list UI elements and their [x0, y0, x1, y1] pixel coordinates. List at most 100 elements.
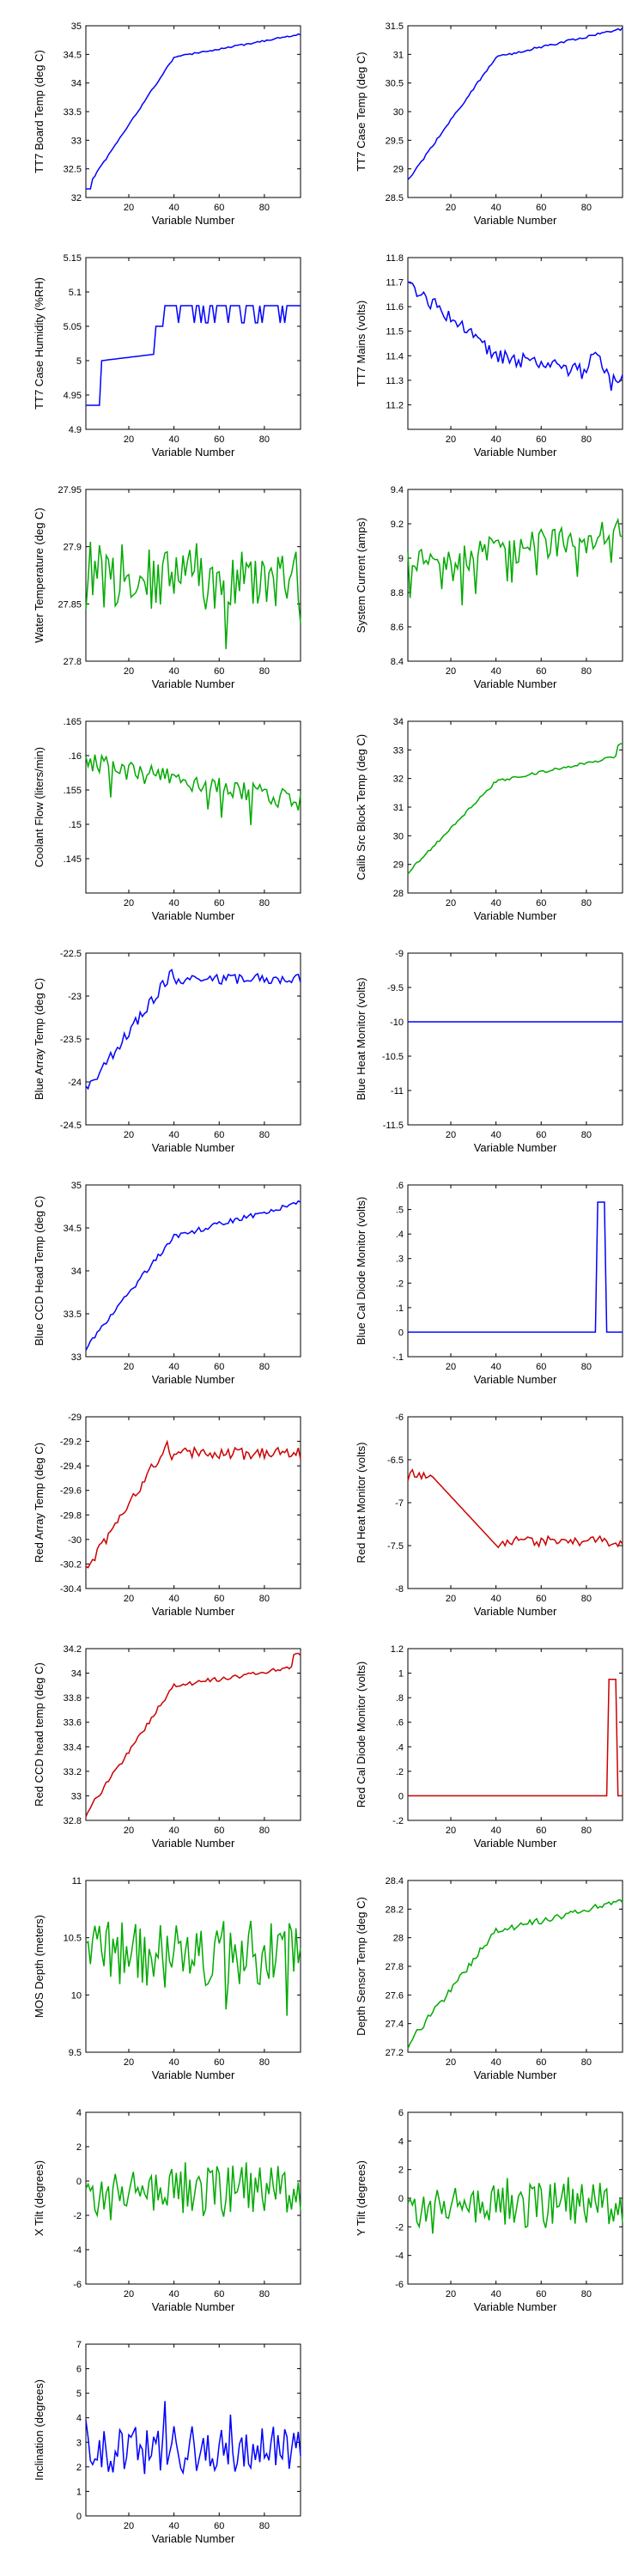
x-tick-label: 20 [446, 434, 456, 445]
x-axis-label: Variable Number [152, 446, 235, 459]
x-axis-label: Variable Number [152, 1141, 235, 1154]
plot-frame [85, 257, 301, 430]
series-line [85, 1652, 301, 1818]
chart-red-heat-monitor: -8 -7.5 -7 -6.5 -6 20 40 60 80 Variable Number Red… [355, 1413, 623, 1618]
y-tick-label: 0 [76, 2177, 82, 2187]
x-tick-label: 60 [214, 2289, 224, 2300]
y-tick-label: .2 [396, 1767, 404, 1777]
chart-panel-blue-heat-monitor: -11.5 -11 -10.5 -10 -9.5 -9 20 40 60 80 Variable N… [322, 927, 644, 1159]
y-tick-label: 4 [398, 2136, 404, 2147]
y-tick-label: 4 [76, 2414, 82, 2424]
y-tick-label: 33.8 [64, 1693, 82, 1704]
y-axis-label: TT7 Case Humidity (%RH) [33, 277, 46, 410]
series-line [86, 33, 301, 190]
series-line [408, 1678, 623, 1797]
y-tick-label: -.2 [392, 1816, 404, 1826]
x-tick-label: 80 [259, 434, 270, 445]
y-tick-label: .145 [64, 854, 82, 865]
plot-frame [407, 25, 623, 198]
plot-frame [407, 1416, 623, 1589]
plot-frame [85, 1880, 301, 2053]
y-tick-label: 29 [393, 860, 404, 871]
y-tick-label: 29 [393, 165, 404, 175]
y-tick-label: 5 [76, 356, 82, 367]
x-tick-label: 20 [446, 203, 456, 213]
chart-panel-x-tilt: -6 -4 -2 0 2 4 20 40 60 80 Variable Number X Tilt (… [0, 2087, 322, 2318]
x-tick-label: 40 [169, 2521, 179, 2531]
y-tick-label: 33 [71, 1791, 82, 1801]
x-tick-label: 40 [169, 1130, 179, 1140]
y-tick-label: 28 [393, 1934, 404, 1944]
y-tick-label: -22.5 [60, 949, 82, 959]
y-axis-label: TT7 Board Temp (deg C) [33, 50, 46, 173]
x-tick-label: 40 [491, 1594, 501, 1604]
x-tick-label: 20 [446, 666, 456, 677]
x-tick-label: 20 [446, 1362, 456, 1372]
plot-frame [407, 1880, 623, 2053]
x-axis-label: Variable Number [474, 214, 557, 227]
y-tick-label: 33 [71, 136, 82, 146]
x-tick-label: 60 [536, 2057, 546, 2068]
x-tick-label: 40 [169, 434, 179, 445]
y-tick-label: 11.3 [386, 376, 404, 386]
chart-calib-src-block-temp: 28 29 30 31 32 33 34 20 40 60 80 Variable Number Cal… [355, 717, 623, 922]
x-axis-label: Variable Number [474, 1837, 557, 1850]
y-tick-label: 31.5 [386, 21, 404, 32]
series-line [85, 969, 301, 1091]
y-axis-label: System Current (amps) [355, 518, 368, 633]
y-tick-label: 11.2 [386, 400, 404, 410]
y-tick-label: 11.4 [386, 351, 404, 361]
x-tick-label: 60 [536, 2289, 546, 2300]
x-tick-label: 40 [169, 203, 179, 213]
y-axis-label: Red Array Temp (deg C) [33, 1443, 46, 1563]
chart-panel-red-heat-monitor: -8 -7.5 -7 -6.5 -6 20 40 60 80 Variable Number Red… [322, 1391, 644, 1623]
series-line [86, 305, 301, 406]
y-axis-label: MOS Depth (meters) [33, 1915, 46, 2018]
x-tick-label: 20 [446, 898, 456, 908]
y-tick-label: .1 [396, 1303, 404, 1314]
x-tick-label: 20 [446, 1594, 456, 1604]
x-tick-label: 20 [124, 1362, 134, 1372]
y-tick-label: 0 [398, 2194, 404, 2204]
series-line [408, 1201, 623, 1334]
y-tick-label: 11 [72, 1876, 82, 1886]
y-axis-label: TT7 Case Temp (deg C) [355, 52, 368, 171]
y-tick-label: 27.95 [58, 485, 82, 495]
y-tick-label: 30 [393, 107, 404, 118]
y-tick-label: 6 [398, 2108, 404, 2118]
y-tick-label: 32.5 [64, 165, 82, 175]
y-tick-label: -24 [68, 1078, 82, 1088]
x-tick-label: 40 [169, 1826, 179, 1836]
plot-frame [85, 2343, 301, 2517]
chart-panel-calib-src-block-temp: 28 29 30 31 32 33 34 20 40 60 80 Variable Number Cal… [322, 696, 644, 927]
y-tick-label: 2 [398, 2166, 404, 2176]
x-axis-label: Variable Number [474, 909, 557, 922]
y-tick-label: 5 [76, 2389, 82, 2399]
y-tick-label: 34 [71, 1267, 82, 1277]
y-tick-label: 11.8 [386, 253, 404, 264]
x-tick-label: 20 [446, 2289, 456, 2300]
y-tick-label: 8.4 [391, 657, 404, 667]
y-tick-label: -11 [391, 1086, 404, 1097]
series-line [85, 753, 301, 825]
y-tick-label: 35 [71, 21, 82, 32]
y-tick-label: 5.05 [64, 322, 82, 332]
chart-panel-inclination: 0 1 2 3 4 5 6 7 20 40 60 80 Variable Number Inclinati… [0, 2318, 322, 2550]
y-tick-label: 34.5 [64, 50, 82, 60]
x-axis-label: Variable Number [474, 1141, 557, 1154]
plot-frame [85, 1184, 301, 1358]
chart-blue-heat-monitor: -11.5 -11 -10.5 -10 -9.5 -9 20 40 60 80 Variable N… [355, 949, 623, 1154]
chart-red-cal-diode-monitor: -.2 0 .2 .4 .6 .8 1 1.2 20 40 60 80 Variable Number R… [355, 1644, 623, 1850]
y-tick-label: 33 [71, 1352, 82, 1363]
chart-y-tilt: -6 -4 -2 0 2 4 6 20 40 60 80 Variable Number Y Tilt … [355, 2108, 623, 2313]
y-tick-label: -6 [395, 1413, 404, 1423]
y-tick-label: 4 [76, 2108, 82, 2118]
x-tick-label: 40 [491, 2057, 501, 2068]
y-tick-label: -30.4 [60, 1584, 82, 1595]
series-line [407, 281, 623, 392]
y-tick-label: 6 [76, 2365, 82, 2375]
y-tick-label: -29.8 [60, 1510, 82, 1521]
y-tick-label: 33.4 [64, 1742, 82, 1753]
y-tick-label: 28.2 [386, 1905, 404, 1915]
